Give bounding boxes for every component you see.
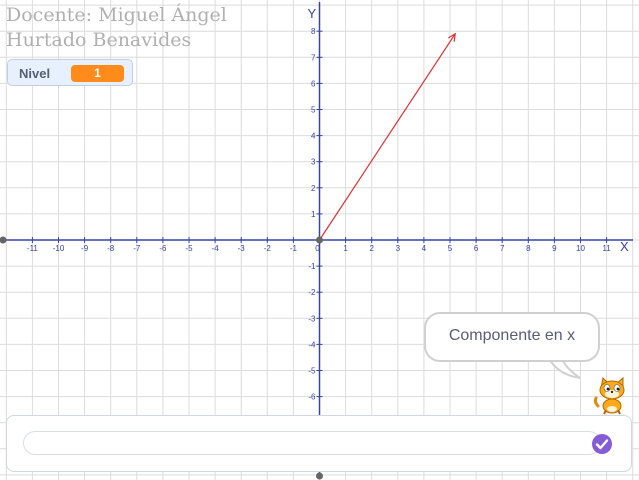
x-tick-label: 6 — [474, 244, 479, 253]
x-tick-label: -11 — [27, 244, 39, 253]
x-tick-label: -3 — [238, 244, 246, 253]
x-tick-label: -8 — [107, 244, 115, 253]
y-tick-label: -1 — [308, 262, 316, 271]
x-tick-label: 3 — [396, 244, 401, 253]
variable-monitor-nivel[interactable]: Nivel 1 — [7, 59, 133, 86]
y-tick-label: 3 — [311, 158, 316, 167]
x-tick-label: 4 — [422, 244, 427, 253]
y-tick-label: 1 — [311, 210, 316, 219]
x-tick-label: 7 — [500, 244, 505, 253]
teacher-credit-line-1: Docente: Miguel Ángel — [6, 4, 227, 26]
x-tick-label: 0 — [315, 244, 320, 253]
x-tick-label: 8 — [526, 244, 531, 253]
y-axis-bottom-handle — [316, 472, 323, 480]
x-tick-label: -1 — [290, 244, 298, 253]
y-tick-label: 4 — [311, 132, 316, 141]
x-tick-label: 11 — [602, 244, 611, 253]
check-icon — [595, 439, 609, 450]
x-tick-label: 5 — [448, 244, 453, 253]
x-axis-left-handle — [0, 236, 7, 244]
x-tick-label: 1 — [343, 244, 348, 253]
y-tick-label: 5 — [311, 106, 316, 115]
x-tick-label: 2 — [369, 244, 374, 253]
submit-answer-button[interactable] — [592, 434, 612, 454]
y-tick-label: 8 — [311, 27, 316, 36]
y-tick-label: -6 — [308, 393, 316, 402]
x-tick-label: -10 — [53, 244, 65, 253]
scratch-cat-icon[interactable] — [592, 376, 632, 416]
y-tick-label: -2 — [308, 288, 316, 297]
x-tick-label: -5 — [185, 244, 193, 253]
x-tick-label: -6 — [159, 244, 167, 253]
vector-line — [318, 33, 456, 241]
y-tick-label: -4 — [308, 340, 316, 349]
teacher-credit-line-2: Hurtado Benavides — [6, 29, 192, 51]
x-tick-label: -9 — [81, 244, 89, 253]
x-tick-label: -4 — [212, 244, 220, 253]
x-tick-label: 10 — [576, 244, 585, 253]
x-tick-label: 9 — [552, 244, 557, 253]
y-tick-label: -3 — [308, 314, 316, 323]
x-axis-label: X — [620, 239, 629, 254]
y-tick-label: 6 — [311, 79, 316, 88]
x-tick-label: -7 — [133, 244, 141, 253]
vector-arrowhead — [448, 32, 456, 42]
origin-point — [316, 236, 323, 244]
ask-prompt-panel — [6, 415, 632, 472]
variable-value: 1 — [71, 65, 124, 82]
answer-input[interactable] — [23, 431, 601, 455]
y-axis-label: Y — [308, 6, 317, 21]
y-tick-label: 2 — [311, 184, 316, 193]
variable-name: Nivel — [19, 66, 51, 81]
y-tick-label: -5 — [308, 367, 316, 376]
x-tick-label: -2 — [264, 244, 272, 253]
speech-bubble: Componente en x — [424, 312, 600, 362]
y-tick-label: 7 — [311, 53, 316, 62]
speech-bubble-text: Componente en x — [448, 327, 576, 344]
